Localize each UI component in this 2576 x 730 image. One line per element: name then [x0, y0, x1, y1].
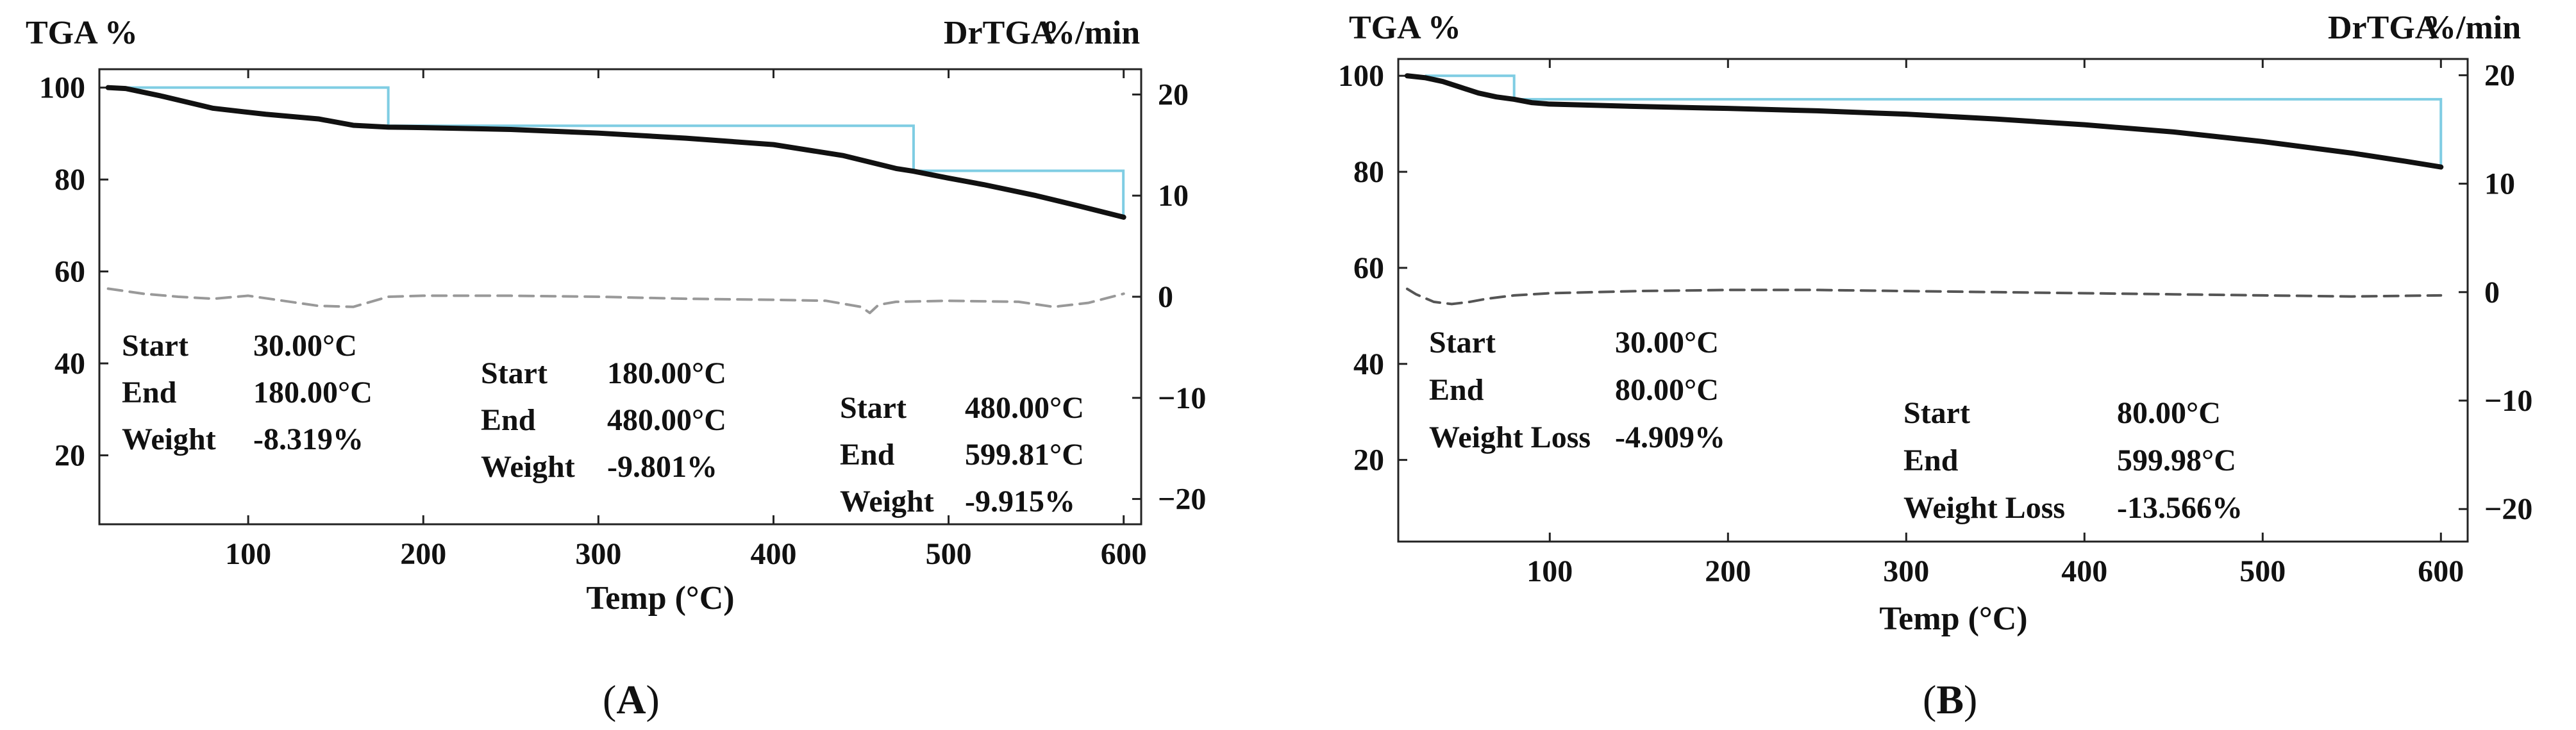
y-left-axis-label: TGA % — [26, 15, 138, 51]
annotation-label: End — [1429, 373, 1484, 407]
x-tick-label: 400 — [2061, 554, 2107, 588]
x-tick-label: 300 — [1883, 554, 1929, 588]
annotation-value: 599.98°C — [2117, 444, 2236, 477]
y-right-tick-label: 10 — [2484, 167, 2515, 201]
annotation-value: -9.915% — [965, 485, 1075, 518]
weight-loss-step — [1425, 74, 1516, 99]
y-right-axis-unit: %/min — [1042, 15, 1140, 51]
x-tick-label: 300 — [575, 537, 621, 571]
annotation-value: 180.00°C — [607, 356, 726, 390]
y-right-tick-label: −10 — [1158, 381, 1206, 415]
drtga-series-line — [106, 287, 1125, 315]
weight-loss-step — [388, 124, 915, 171]
plot-frame — [1397, 58, 2469, 543]
annotation-value: 480.00°C — [607, 403, 726, 437]
y-left-tick-label: 20 — [1353, 444, 1384, 477]
drtga-series-line — [1405, 287, 2443, 306]
y-right-tick-label: −20 — [2484, 492, 2532, 526]
panel-a: TGA % DrTGA %/min Temp (°C) 100 200 300 400 500 6… — [26, 15, 1206, 722]
y-left-tick-label: 40 — [1353, 347, 1384, 381]
y-left-tick-label: 60 — [1353, 251, 1384, 285]
y-right-tick-label: 0 — [2484, 276, 2500, 310]
annotation-label: End — [1903, 444, 1959, 477]
y-right-tick-label: −10 — [2484, 384, 2532, 418]
annotation-value: -8.319% — [253, 422, 364, 456]
x-tick-label: 200 — [400, 537, 446, 571]
annotation-value: 480.00°C — [965, 391, 1084, 425]
annotation-label: Weight — [481, 450, 575, 484]
y-right-tick-label: −20 — [1158, 483, 1206, 517]
annotation-value: 599.81°C — [965, 438, 1084, 472]
weight-loss-step — [913, 169, 1125, 217]
y-left-tick-label: 80 — [1353, 155, 1384, 189]
annotation-label: Weight Loss — [1903, 491, 2065, 525]
annotation-label: Start — [122, 329, 188, 363]
x-tick-label: 400 — [750, 537, 796, 571]
tga-series-line — [105, 85, 1126, 220]
x-tick-label: 100 — [1526, 554, 1573, 588]
y-left-tick-label: 100 — [39, 71, 85, 105]
x-axis-label: Temp (°C) — [1879, 601, 2027, 637]
y-right-tick-label: 10 — [1158, 179, 1189, 213]
y-left-tick-label: 40 — [54, 347, 85, 381]
annotation-label: Start — [481, 356, 548, 390]
y-left-tick-label: 100 — [1338, 59, 1384, 93]
annotation-label: End — [840, 438, 895, 472]
y-left-tick-label: 20 — [54, 438, 85, 472]
annotation-label: Start — [1429, 326, 1496, 360]
y-left-tick-label: 80 — [54, 163, 85, 197]
annotation-value: 80.00°C — [2117, 396, 2221, 430]
annotation-value: 30.00°C — [1615, 326, 1719, 360]
x-tick-label: 200 — [1705, 554, 1751, 588]
x-tick-label: 600 — [2418, 554, 2464, 588]
y-right-tick-label: 0 — [1158, 280, 1173, 314]
x-tick-label: 500 — [2239, 554, 2286, 588]
weight-loss-step — [1514, 97, 2443, 165]
y-right-axis-name: DrTGA — [944, 15, 1055, 51]
annotation-label: Start — [840, 391, 907, 425]
panel-b: TGA % DrTGA %/min Temp (°C) 100 200 300 400 500 6… — [1288, 0, 2576, 730]
x-axis-label: Temp (°C) — [586, 580, 734, 617]
weight-loss-step — [125, 86, 390, 126]
annotation-value: -13.566% — [2117, 491, 2243, 525]
y-right-axis-unit: %/min — [2423, 10, 2521, 46]
y-left-tick-label: 60 — [54, 255, 85, 289]
annotation-label: End — [481, 403, 536, 437]
panel-label-a: (A) — [603, 677, 660, 722]
tga-series-line — [1404, 73, 2444, 170]
y-left-axis-label: TGA % — [1349, 10, 1461, 46]
y-right-axis-name: DrTGA — [2328, 10, 2439, 46]
annotation-label: Weight — [840, 485, 934, 518]
annotation-label: Start — [1903, 396, 1970, 430]
annotation-value: 180.00°C — [253, 376, 372, 410]
annotation-value: 30.00°C — [253, 329, 357, 363]
panel-label-b: (B) — [1923, 677, 1978, 722]
x-tick-label: 500 — [926, 537, 972, 571]
annotation-label: End — [122, 376, 177, 410]
y-right-tick-label: 20 — [2484, 58, 2515, 92]
x-tick-label: 100 — [225, 537, 271, 571]
annotation-label: Weight Loss — [1429, 420, 1591, 454]
annotation-value: -4.909% — [1615, 420, 1725, 454]
annotation-value: 80.00°C — [1615, 373, 1719, 407]
annotation-label: Weight — [122, 422, 216, 456]
annotation-value: -9.801% — [607, 450, 717, 484]
y-right-tick-label: 20 — [1158, 78, 1189, 112]
x-tick-label: 600 — [1101, 537, 1147, 571]
